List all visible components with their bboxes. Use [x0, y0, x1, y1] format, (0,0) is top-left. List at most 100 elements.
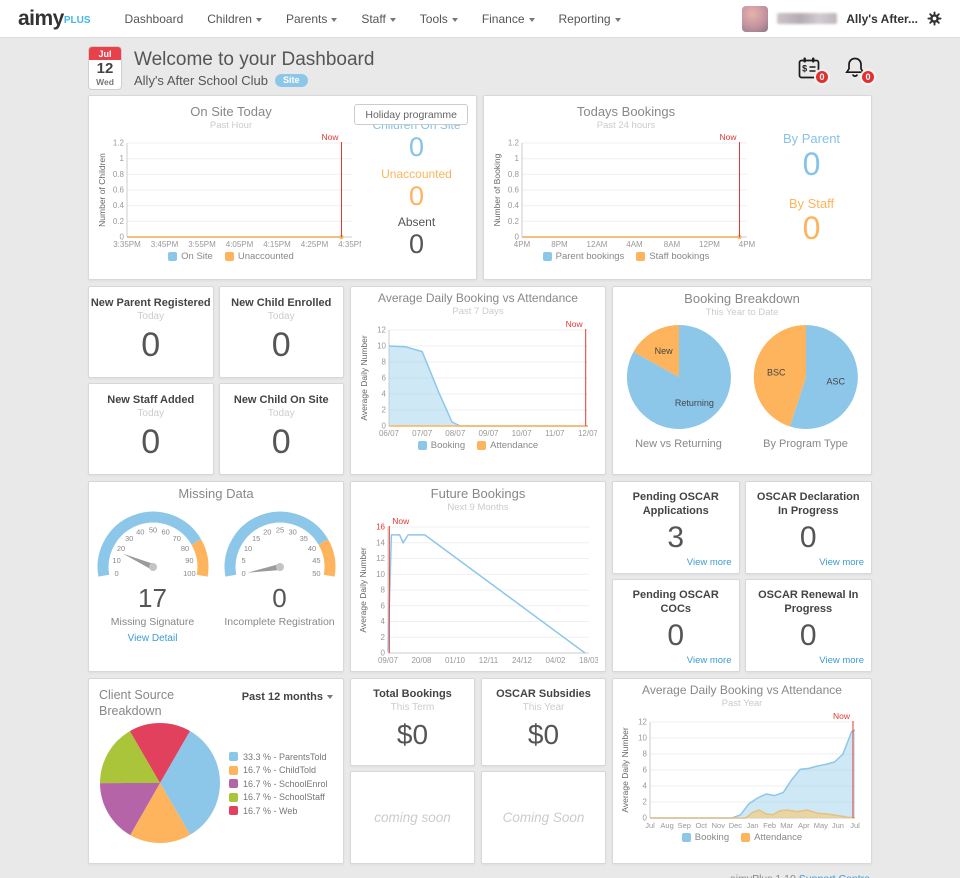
- svg-text:Average Daily Number: Average Daily Number: [358, 547, 368, 633]
- nav-tools-label: Tools: [419, 11, 448, 26]
- timeframe-dropdown[interactable]: Past 12 months: [242, 691, 333, 703]
- view-more-link[interactable]: View more: [686, 655, 732, 666]
- svg-text:Average Daily Number: Average Daily Number: [620, 727, 630, 813]
- svg-text:07/07: 07/07: [412, 429, 433, 438]
- svg-text:30: 30: [288, 528, 296, 537]
- svg-text:2: 2: [382, 406, 387, 415]
- svg-text:0.8: 0.8: [508, 170, 520, 179]
- svg-text:11/07: 11/07: [545, 429, 565, 438]
- nav-staff-label: Staff: [361, 11, 386, 26]
- svg-text:Jan: Jan: [746, 821, 758, 830]
- total-bookings-box: Total Bookings This Term $0: [350, 678, 475, 766]
- holiday-programme-button[interactable]: Holiday programme: [354, 104, 468, 125]
- stat-box-new-child-on-site: New Child On Site Today 0: [218, 383, 344, 475]
- svg-text:70: 70: [172, 534, 180, 543]
- new-vs-returning-pie: Returning New: [626, 324, 732, 430]
- svg-text:12PM: 12PM: [699, 240, 720, 249]
- svg-text:25: 25: [275, 526, 283, 535]
- calendar-month: Jul: [89, 47, 121, 60]
- svg-text:1.2: 1.2: [113, 139, 125, 148]
- svg-text:0.2: 0.2: [508, 217, 520, 226]
- svg-text:Now: Now: [566, 319, 584, 329]
- svg-text:4:05PM: 4:05PM: [226, 240, 254, 249]
- svg-text:12AM: 12AM: [587, 240, 608, 249]
- panel-title: On Site Today: [190, 104, 272, 119]
- svg-text:Feb: Feb: [763, 821, 776, 830]
- support-centre-link[interactable]: Support Centre: [799, 873, 870, 878]
- svg-text:Dec: Dec: [729, 821, 743, 830]
- current-site-name[interactable]: Ally's After...: [846, 11, 918, 26]
- nav-parents[interactable]: Parents: [285, 11, 338, 26]
- incomplete-registration-gauge-block: 0 5 10 15 20 25 30 35 40 45 50 0 Incomplete Regist…: [220, 507, 339, 646]
- user-area: Ally's After...: [742, 5, 942, 32]
- logo-text: aimy: [18, 6, 64, 30]
- svg-text:4PM: 4PM: [514, 240, 531, 249]
- alerts-count-badge: 0: [860, 69, 876, 85]
- svg-text:Mar: Mar: [780, 821, 793, 830]
- svg-text:May: May: [814, 821, 828, 830]
- svg-text:14: 14: [376, 538, 385, 547]
- svg-text:10: 10: [376, 570, 385, 579]
- by-program-type-pie: ASC BSC: [753, 324, 859, 430]
- svg-text:60: 60: [161, 528, 169, 537]
- gear-icon[interactable]: [927, 11, 942, 26]
- user-avatar[interactable]: [742, 5, 769, 32]
- nav-finance[interactable]: Finance: [482, 12, 535, 26]
- billing-count-badge: 0: [814, 69, 830, 85]
- svg-text:45: 45: [312, 556, 320, 565]
- view-detail-link[interactable]: View Detail: [127, 633, 178, 644]
- svg-text:1.2: 1.2: [508, 139, 520, 148]
- svg-text:40: 40: [307, 544, 315, 553]
- svg-text:5: 5: [241, 556, 245, 565]
- nav-parents-label: Parents: [285, 11, 328, 26]
- dashboard-header: Jul 12 Wed Welcome to your Dashboard All…: [88, 38, 876, 95]
- svg-text:0.8: 0.8: [113, 170, 125, 179]
- svg-text:4AM: 4AM: [626, 240, 643, 249]
- view-more-link[interactable]: View more: [819, 655, 864, 666]
- svg-text:8PM: 8PM: [551, 240, 568, 249]
- svg-text:Sep: Sep: [678, 821, 691, 830]
- total-bookings-column: Total Bookings This Term $0 coming soon: [350, 678, 475, 864]
- svg-text:0.6: 0.6: [113, 186, 125, 195]
- nav-finance-label: Finance: [481, 11, 525, 26]
- svg-text:Jul: Jul: [645, 821, 655, 830]
- svg-text:12/07: 12/07: [578, 429, 597, 438]
- svg-text:8: 8: [381, 586, 386, 595]
- nav-dashboard[interactable]: Dashboard: [124, 11, 184, 26]
- view-more-link[interactable]: View more: [819, 557, 864, 568]
- nav-tools[interactable]: Tools: [420, 12, 458, 26]
- svg-text:0.6: 0.6: [508, 186, 520, 195]
- chevron-down-icon: [614, 17, 621, 22]
- svg-text:0.4: 0.4: [113, 201, 125, 210]
- view-more-link[interactable]: View more: [686, 557, 732, 568]
- svg-text:4:35PM: 4:35PM: [338, 240, 361, 249]
- stat-box-new-parent-registered: New Parent Registered Today 0: [88, 286, 214, 378]
- svg-text:Now: Now: [719, 132, 737, 142]
- oscar-box-declaration-in-progress: OSCAR Declaration In Progress 0 View mor…: [744, 481, 872, 574]
- incomplete-registration-gauge: 0 5 10 15 20 25 30 35 40 45 50: [221, 507, 339, 585]
- client-source-panel: Client Source Breakdown Past 12 months 3…: [88, 678, 344, 864]
- main-nav: Dashboard Children Parents Staff Tools F…: [125, 12, 621, 26]
- svg-text:04/02: 04/02: [545, 656, 566, 665]
- avg-year-legend: Booking Attendance: [613, 832, 871, 843]
- svg-text:20/08: 20/08: [411, 656, 432, 665]
- svg-text:3:45PM: 3:45PM: [151, 240, 179, 249]
- svg-text:Returning: Returning: [674, 398, 713, 408]
- oscar-box-pending-cocs: Pending OSCAR COCs 0 View more: [612, 579, 740, 672]
- nav-children[interactable]: Children: [207, 12, 262, 26]
- chevron-down-icon: [528, 17, 535, 22]
- nav-staff[interactable]: Staff: [361, 11, 396, 26]
- svg-text:24/12: 24/12: [512, 656, 533, 665]
- svg-text:4:15PM: 4:15PM: [263, 240, 291, 249]
- billing-icon-button[interactable]: $ 0: [796, 55, 830, 85]
- avg-week-legend: Booking Attendance: [351, 440, 605, 451]
- svg-text:Aug: Aug: [660, 821, 673, 830]
- aimyplus-logo[interactable]: aimyPLUS: [18, 7, 91, 31]
- coming-soon-box: coming soon: [350, 771, 475, 864]
- svg-text:01/10: 01/10: [445, 656, 466, 665]
- svg-text:New: New: [654, 346, 673, 356]
- alerts-bell-icon: [845, 57, 865, 77]
- alerts-icon-button[interactable]: 0: [842, 55, 876, 85]
- avg-booking-year-panel: Average Daily Booking vs Attendance Past…: [612, 678, 872, 864]
- nav-reporting[interactable]: Reporting: [559, 12, 621, 26]
